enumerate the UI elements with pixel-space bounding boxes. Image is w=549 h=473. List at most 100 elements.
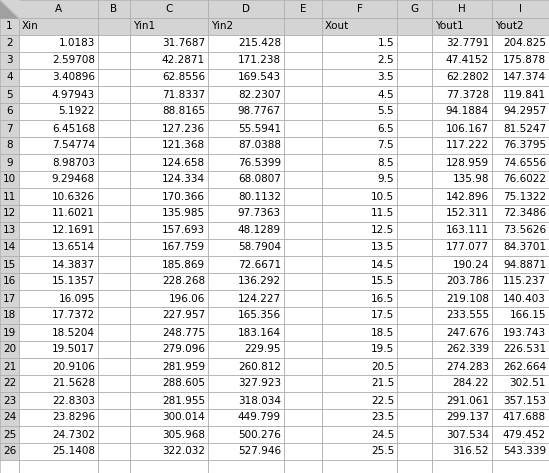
Text: 177.077: 177.077 bbox=[446, 243, 489, 253]
Bar bbox=[492, 409, 549, 426]
Text: 71.8337: 71.8337 bbox=[162, 89, 205, 99]
Bar bbox=[284, 103, 322, 120]
Bar bbox=[322, 137, 397, 154]
Bar bbox=[98, 443, 130, 460]
Bar bbox=[322, 256, 397, 273]
Bar bbox=[322, 307, 397, 324]
Bar bbox=[19, 307, 98, 324]
Text: 115.237: 115.237 bbox=[503, 277, 546, 287]
Bar bbox=[208, 52, 284, 69]
Bar bbox=[130, 239, 208, 256]
Bar bbox=[432, 35, 492, 52]
Bar bbox=[397, 256, 432, 273]
Bar bbox=[432, 52, 492, 69]
Bar bbox=[284, 69, 322, 86]
Bar bbox=[322, 290, 397, 307]
Bar bbox=[322, 426, 397, 443]
Bar bbox=[19, 52, 98, 69]
Text: G: G bbox=[411, 4, 418, 14]
Text: 42.2871: 42.2871 bbox=[162, 55, 205, 65]
Bar bbox=[130, 324, 208, 341]
Bar bbox=[492, 222, 549, 239]
Bar bbox=[130, 86, 208, 103]
Bar bbox=[284, 256, 322, 273]
Bar bbox=[130, 409, 208, 426]
Text: 22.5: 22.5 bbox=[371, 395, 394, 405]
Bar bbox=[98, 137, 130, 154]
Bar bbox=[0, 273, 19, 290]
Bar bbox=[19, 290, 98, 307]
Bar bbox=[432, 120, 492, 137]
Text: 166.15: 166.15 bbox=[509, 310, 546, 321]
Text: 1.0183: 1.0183 bbox=[59, 38, 95, 49]
Text: 4.97943: 4.97943 bbox=[52, 89, 95, 99]
Text: 479.452: 479.452 bbox=[503, 429, 546, 439]
Bar bbox=[432, 205, 492, 222]
Text: 82.2307: 82.2307 bbox=[238, 89, 281, 99]
Bar bbox=[130, 307, 208, 324]
Text: A: A bbox=[55, 4, 62, 14]
Text: 81.5247: 81.5247 bbox=[503, 123, 546, 133]
Bar bbox=[322, 205, 397, 222]
Text: Xout: Xout bbox=[325, 21, 349, 32]
Bar bbox=[432, 324, 492, 341]
Bar bbox=[397, 103, 432, 120]
Text: 228.268: 228.268 bbox=[162, 277, 205, 287]
Bar bbox=[19, 205, 98, 222]
Bar bbox=[98, 273, 130, 290]
Text: 500.276: 500.276 bbox=[238, 429, 281, 439]
Text: 135.985: 135.985 bbox=[162, 209, 205, 219]
Bar bbox=[432, 290, 492, 307]
Bar bbox=[284, 324, 322, 341]
Text: 1: 1 bbox=[6, 21, 13, 32]
Text: 229.95: 229.95 bbox=[244, 344, 281, 354]
Bar bbox=[397, 222, 432, 239]
Text: 22: 22 bbox=[3, 378, 16, 388]
Bar bbox=[98, 409, 130, 426]
Bar bbox=[432, 307, 492, 324]
Bar bbox=[130, 290, 208, 307]
Bar bbox=[19, 443, 98, 460]
Bar bbox=[130, 205, 208, 222]
Bar bbox=[19, 256, 98, 273]
Bar bbox=[0, 290, 19, 307]
Text: 94.2957: 94.2957 bbox=[503, 106, 546, 116]
Bar bbox=[322, 120, 397, 137]
Polygon shape bbox=[0, 0, 19, 18]
Text: 47.4152: 47.4152 bbox=[446, 55, 489, 65]
Bar bbox=[130, 341, 208, 358]
Bar bbox=[397, 239, 432, 256]
Bar bbox=[432, 69, 492, 86]
Text: 2.5: 2.5 bbox=[377, 55, 394, 65]
Bar bbox=[322, 188, 397, 205]
Bar bbox=[19, 341, 98, 358]
Bar bbox=[284, 358, 322, 375]
Bar bbox=[0, 86, 19, 103]
Bar bbox=[397, 358, 432, 375]
Bar bbox=[397, 52, 432, 69]
Bar bbox=[208, 154, 284, 171]
Text: 16.095: 16.095 bbox=[59, 294, 95, 304]
Bar bbox=[98, 307, 130, 324]
Bar bbox=[492, 154, 549, 171]
Bar bbox=[322, 222, 397, 239]
Bar bbox=[130, 358, 208, 375]
Bar bbox=[208, 443, 284, 460]
Bar bbox=[492, 205, 549, 222]
Bar bbox=[322, 375, 397, 392]
Bar bbox=[0, 188, 19, 205]
Bar bbox=[98, 86, 130, 103]
Bar bbox=[432, 392, 492, 409]
Bar bbox=[19, 69, 98, 86]
Bar bbox=[130, 120, 208, 137]
Text: 262.664: 262.664 bbox=[503, 361, 546, 371]
Bar bbox=[208, 375, 284, 392]
Bar bbox=[284, 222, 322, 239]
Text: 318.034: 318.034 bbox=[238, 395, 281, 405]
Bar bbox=[492, 256, 549, 273]
Text: 25: 25 bbox=[3, 429, 16, 439]
Bar bbox=[397, 188, 432, 205]
Text: 62.2802: 62.2802 bbox=[446, 72, 489, 82]
Text: 98.7767: 98.7767 bbox=[238, 106, 281, 116]
Bar bbox=[492, 171, 549, 188]
